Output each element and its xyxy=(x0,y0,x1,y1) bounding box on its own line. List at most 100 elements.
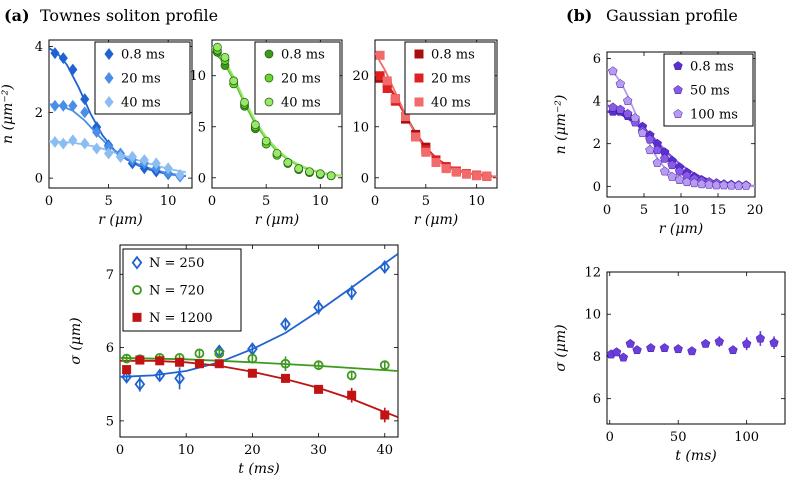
data-point xyxy=(214,348,225,359)
legend-label: 20 ms xyxy=(281,72,321,87)
legend-label: 40 ms xyxy=(121,96,161,111)
legend-label: 0.8 ms xyxy=(281,48,325,63)
x-tick-label: 50 xyxy=(670,430,687,445)
data-point xyxy=(50,136,60,148)
x-tick-label: 20 xyxy=(244,443,261,458)
data-point xyxy=(652,157,662,167)
x-tick-label: 40 xyxy=(376,443,393,458)
y-tick-label: 10 xyxy=(352,120,369,135)
data-point xyxy=(632,345,642,355)
x-axis-label: r (μm) xyxy=(659,221,703,237)
legend-marker xyxy=(264,49,274,59)
data-point xyxy=(674,174,685,184)
fit-line xyxy=(120,359,398,419)
data-point xyxy=(625,338,635,348)
legend-marker xyxy=(673,85,683,94)
legend-box xyxy=(122,248,242,332)
y-tick-label: 10 xyxy=(584,308,601,323)
data-point xyxy=(682,177,692,187)
x-tick-label: 20 xyxy=(747,203,764,218)
panel-a-tag: (a) xyxy=(4,6,30,25)
y-tick-label: 0 xyxy=(198,171,206,186)
data-point xyxy=(80,137,90,150)
data-point xyxy=(769,337,779,347)
data-point xyxy=(305,167,314,177)
data-point xyxy=(247,368,257,378)
x-tick-label: 0 xyxy=(371,194,379,209)
legend-label: 0.8 ms xyxy=(121,48,165,63)
y-tick-label: 12 xyxy=(584,266,601,281)
data-point xyxy=(623,96,633,106)
x-tick-label: 0 xyxy=(116,443,124,458)
y-tick-label: 5 xyxy=(198,120,206,135)
data-point xyxy=(346,370,357,381)
x-tick-label: 15 xyxy=(710,203,727,218)
data-point xyxy=(121,353,132,364)
x-axis-label: r (μm) xyxy=(255,212,299,228)
legend-label: 100 ms xyxy=(690,108,738,123)
data-point xyxy=(646,343,656,352)
data-point xyxy=(68,63,78,76)
data-point xyxy=(214,359,224,369)
data-point xyxy=(667,160,677,170)
legend-label: 0.8 ms xyxy=(690,60,734,75)
data-point xyxy=(326,171,336,181)
plot-area xyxy=(120,253,398,423)
x-tick-label: 5 xyxy=(262,194,270,209)
data-point xyxy=(58,99,68,112)
chart-b2: 0 50 100 6 8 10 12 t (ms) σ (μm) xyxy=(553,266,786,464)
y-tick-label: 6 xyxy=(106,341,114,356)
x-tick-label: 30 xyxy=(310,443,327,458)
data-point xyxy=(645,145,655,155)
legend-label: N = 720 xyxy=(149,284,204,299)
x-tick-label: 0 xyxy=(606,430,614,445)
data-point xyxy=(700,338,711,348)
x-tick-label: 5 xyxy=(104,194,112,209)
data-point xyxy=(151,157,161,170)
plot-frame xyxy=(606,271,786,425)
data-point xyxy=(755,333,765,343)
y-tick-label: 8 xyxy=(593,350,601,365)
y-tick-label: 7 xyxy=(106,268,114,283)
data-point xyxy=(673,344,683,354)
x-axis-label: t (ms) xyxy=(238,461,279,477)
data-point xyxy=(80,93,90,106)
y-tick-label: 0 xyxy=(35,172,43,187)
data-point xyxy=(115,150,126,163)
plot-frame xyxy=(211,39,343,189)
data-point xyxy=(660,153,670,163)
data-point xyxy=(122,365,132,375)
data-point xyxy=(608,102,618,112)
y-tick-label: 10 xyxy=(189,69,206,84)
data-point xyxy=(280,358,291,369)
legend-marker xyxy=(673,109,683,118)
data-point xyxy=(68,99,78,112)
data-point xyxy=(660,166,670,176)
legend-marker xyxy=(132,312,142,322)
y-tick-label: 2 xyxy=(35,106,43,121)
data-point xyxy=(213,42,222,52)
legend-marker xyxy=(131,255,143,270)
x-tick-label: 10 xyxy=(178,443,195,458)
data-point xyxy=(390,94,400,104)
legend-label: 20 ms xyxy=(431,72,471,87)
y-tick-label: 0 xyxy=(361,171,369,186)
data-point xyxy=(623,108,633,118)
x-tick-label: 10 xyxy=(673,203,690,218)
data-point xyxy=(451,167,461,177)
legend-marker xyxy=(264,97,274,107)
data-point xyxy=(704,179,714,189)
data-point xyxy=(283,158,293,167)
chart-a1: 0 5 10 0 2 4 r (μm) n (μm⁻²) 0.8 ms 20 ms 40 ms xyxy=(0,39,193,228)
data-point xyxy=(174,371,185,386)
x-tick-label: 5 xyxy=(640,203,648,218)
panel-a-title: Townes soliton profile xyxy=(40,6,218,25)
data-point xyxy=(121,369,132,384)
y-tick-label: 20 xyxy=(352,69,369,84)
data-point xyxy=(175,168,185,181)
data-point xyxy=(645,134,655,144)
legend-marker xyxy=(673,61,683,70)
data-point xyxy=(175,357,185,367)
data-point xyxy=(272,148,282,158)
data-point xyxy=(139,154,149,166)
